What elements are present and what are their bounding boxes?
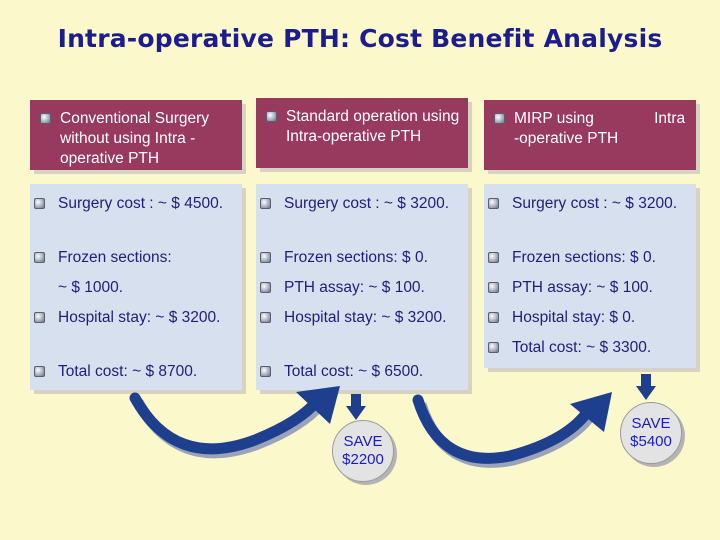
curved-arrow-1 xyxy=(129,386,340,459)
item-text: Hospital stay: ~ $ 3200. xyxy=(58,309,221,326)
list-item: Surgery cost : ~ $ 4500. xyxy=(34,194,236,214)
bullet-icon xyxy=(260,282,271,293)
bullet-icon xyxy=(488,252,499,263)
item-text: Surgery cost : ~ $ 3200. xyxy=(512,195,677,212)
list-item: Surgery cost : ~ $ 3200. xyxy=(488,194,690,214)
bullet-icon xyxy=(260,252,271,263)
column-header-conventional: Conventional Surgery without using Intra… xyxy=(30,100,242,170)
list-item: Hospital stay: ~ $ 3200. xyxy=(34,308,236,328)
item-text: Frozen sections: $ 0. xyxy=(512,249,656,266)
bullet-icon xyxy=(494,113,505,124)
bullet-icon xyxy=(34,366,45,377)
down-arrow-1 xyxy=(346,394,366,420)
list-item: Frozen sections: $ 0. xyxy=(260,248,462,268)
column-header-text: MIRP using Intra -operative PTH xyxy=(514,110,690,147)
bullet-icon xyxy=(34,312,45,323)
bullet-icon xyxy=(488,198,499,209)
item-text: Hospital stay: ~ $ 3200. xyxy=(284,309,447,326)
bullet-icon xyxy=(260,366,271,377)
item-text: PTH assay: ~ $ 100. xyxy=(512,279,653,296)
list-item: Frozen sections: xyxy=(34,248,236,268)
column-body-mirp: Surgery cost : ~ $ 3200. Frozen sections… xyxy=(484,184,696,368)
savings-label: SAVE xyxy=(343,433,383,450)
list-item: Hospital stay: $ 0. xyxy=(488,308,690,328)
list-item: Surgery cost : ~ $ 3200. xyxy=(260,194,462,214)
bullet-icon xyxy=(488,282,499,293)
list-item: PTH assay: ~ $ 100. xyxy=(488,278,690,298)
item-text: Frozen sections: $ 0. xyxy=(284,249,428,266)
item-text: Total cost: ~ $ 3300. xyxy=(512,339,652,356)
item-text: Total cost: ~ $ 6500. xyxy=(284,363,424,380)
bullet-icon xyxy=(260,198,271,209)
list-item: Frozen sections: $ 0. xyxy=(488,248,690,268)
item-text: PTH assay: ~ $ 100. xyxy=(284,279,425,296)
bullet-icon xyxy=(488,312,499,323)
column-header-text: Conventional Surgery without using Intra… xyxy=(60,110,210,167)
column-header-standard: Standard operation using Intra-operative… xyxy=(256,98,468,168)
bullet-icon xyxy=(40,113,51,124)
bullet-icon xyxy=(266,111,277,122)
column-header-mirp: MIRP using Intra -operative PTH xyxy=(484,100,696,170)
list-item: Total cost: ~ $ 3300. xyxy=(488,338,690,358)
item-text: Hospital stay: $ 0. xyxy=(512,309,636,326)
bullet-icon xyxy=(488,342,499,353)
column-body-standard: Surgery cost : ~ $ 3200. Frozen sections… xyxy=(256,184,468,390)
list-item: Hospital stay: ~ $ 3200. xyxy=(260,308,462,328)
bullet-icon xyxy=(260,312,271,323)
item-text: Surgery cost : ~ $ 4500. xyxy=(58,195,223,212)
savings-badge-1: SAVE $2200 xyxy=(332,420,394,482)
list-item: Total cost: ~ $ 8700. xyxy=(34,362,236,382)
list-item: Total cost: ~ $ 6500. xyxy=(260,362,462,382)
slide-title: Intra-operative PTH: Cost Benefit Analys… xyxy=(57,24,663,53)
bullet-icon xyxy=(34,252,45,263)
list-item-continuation: ~ $ 1000. xyxy=(58,278,236,298)
savings-label: SAVE xyxy=(631,415,671,432)
item-text: ~ $ 1000. xyxy=(58,279,124,296)
column-body-conventional: Surgery cost : ~ $ 4500. Frozen sections… xyxy=(30,184,242,390)
savings-amount: $2200 xyxy=(342,451,384,468)
savings-amount: $5400 xyxy=(630,433,672,450)
down-arrow-2 xyxy=(636,374,656,400)
item-text: Total cost: ~ $ 8700. xyxy=(58,363,198,380)
item-text: Frozen sections: xyxy=(58,249,172,266)
item-text: Surgery cost : ~ $ 3200. xyxy=(284,195,449,212)
savings-badge-2: SAVE $5400 xyxy=(620,402,682,464)
bullet-icon xyxy=(34,198,45,209)
curved-arrow-2 xyxy=(412,392,612,468)
list-item: PTH assay: ~ $ 100. xyxy=(260,278,462,298)
column-header-text: Standard operation using Intra-operative… xyxy=(286,108,460,145)
